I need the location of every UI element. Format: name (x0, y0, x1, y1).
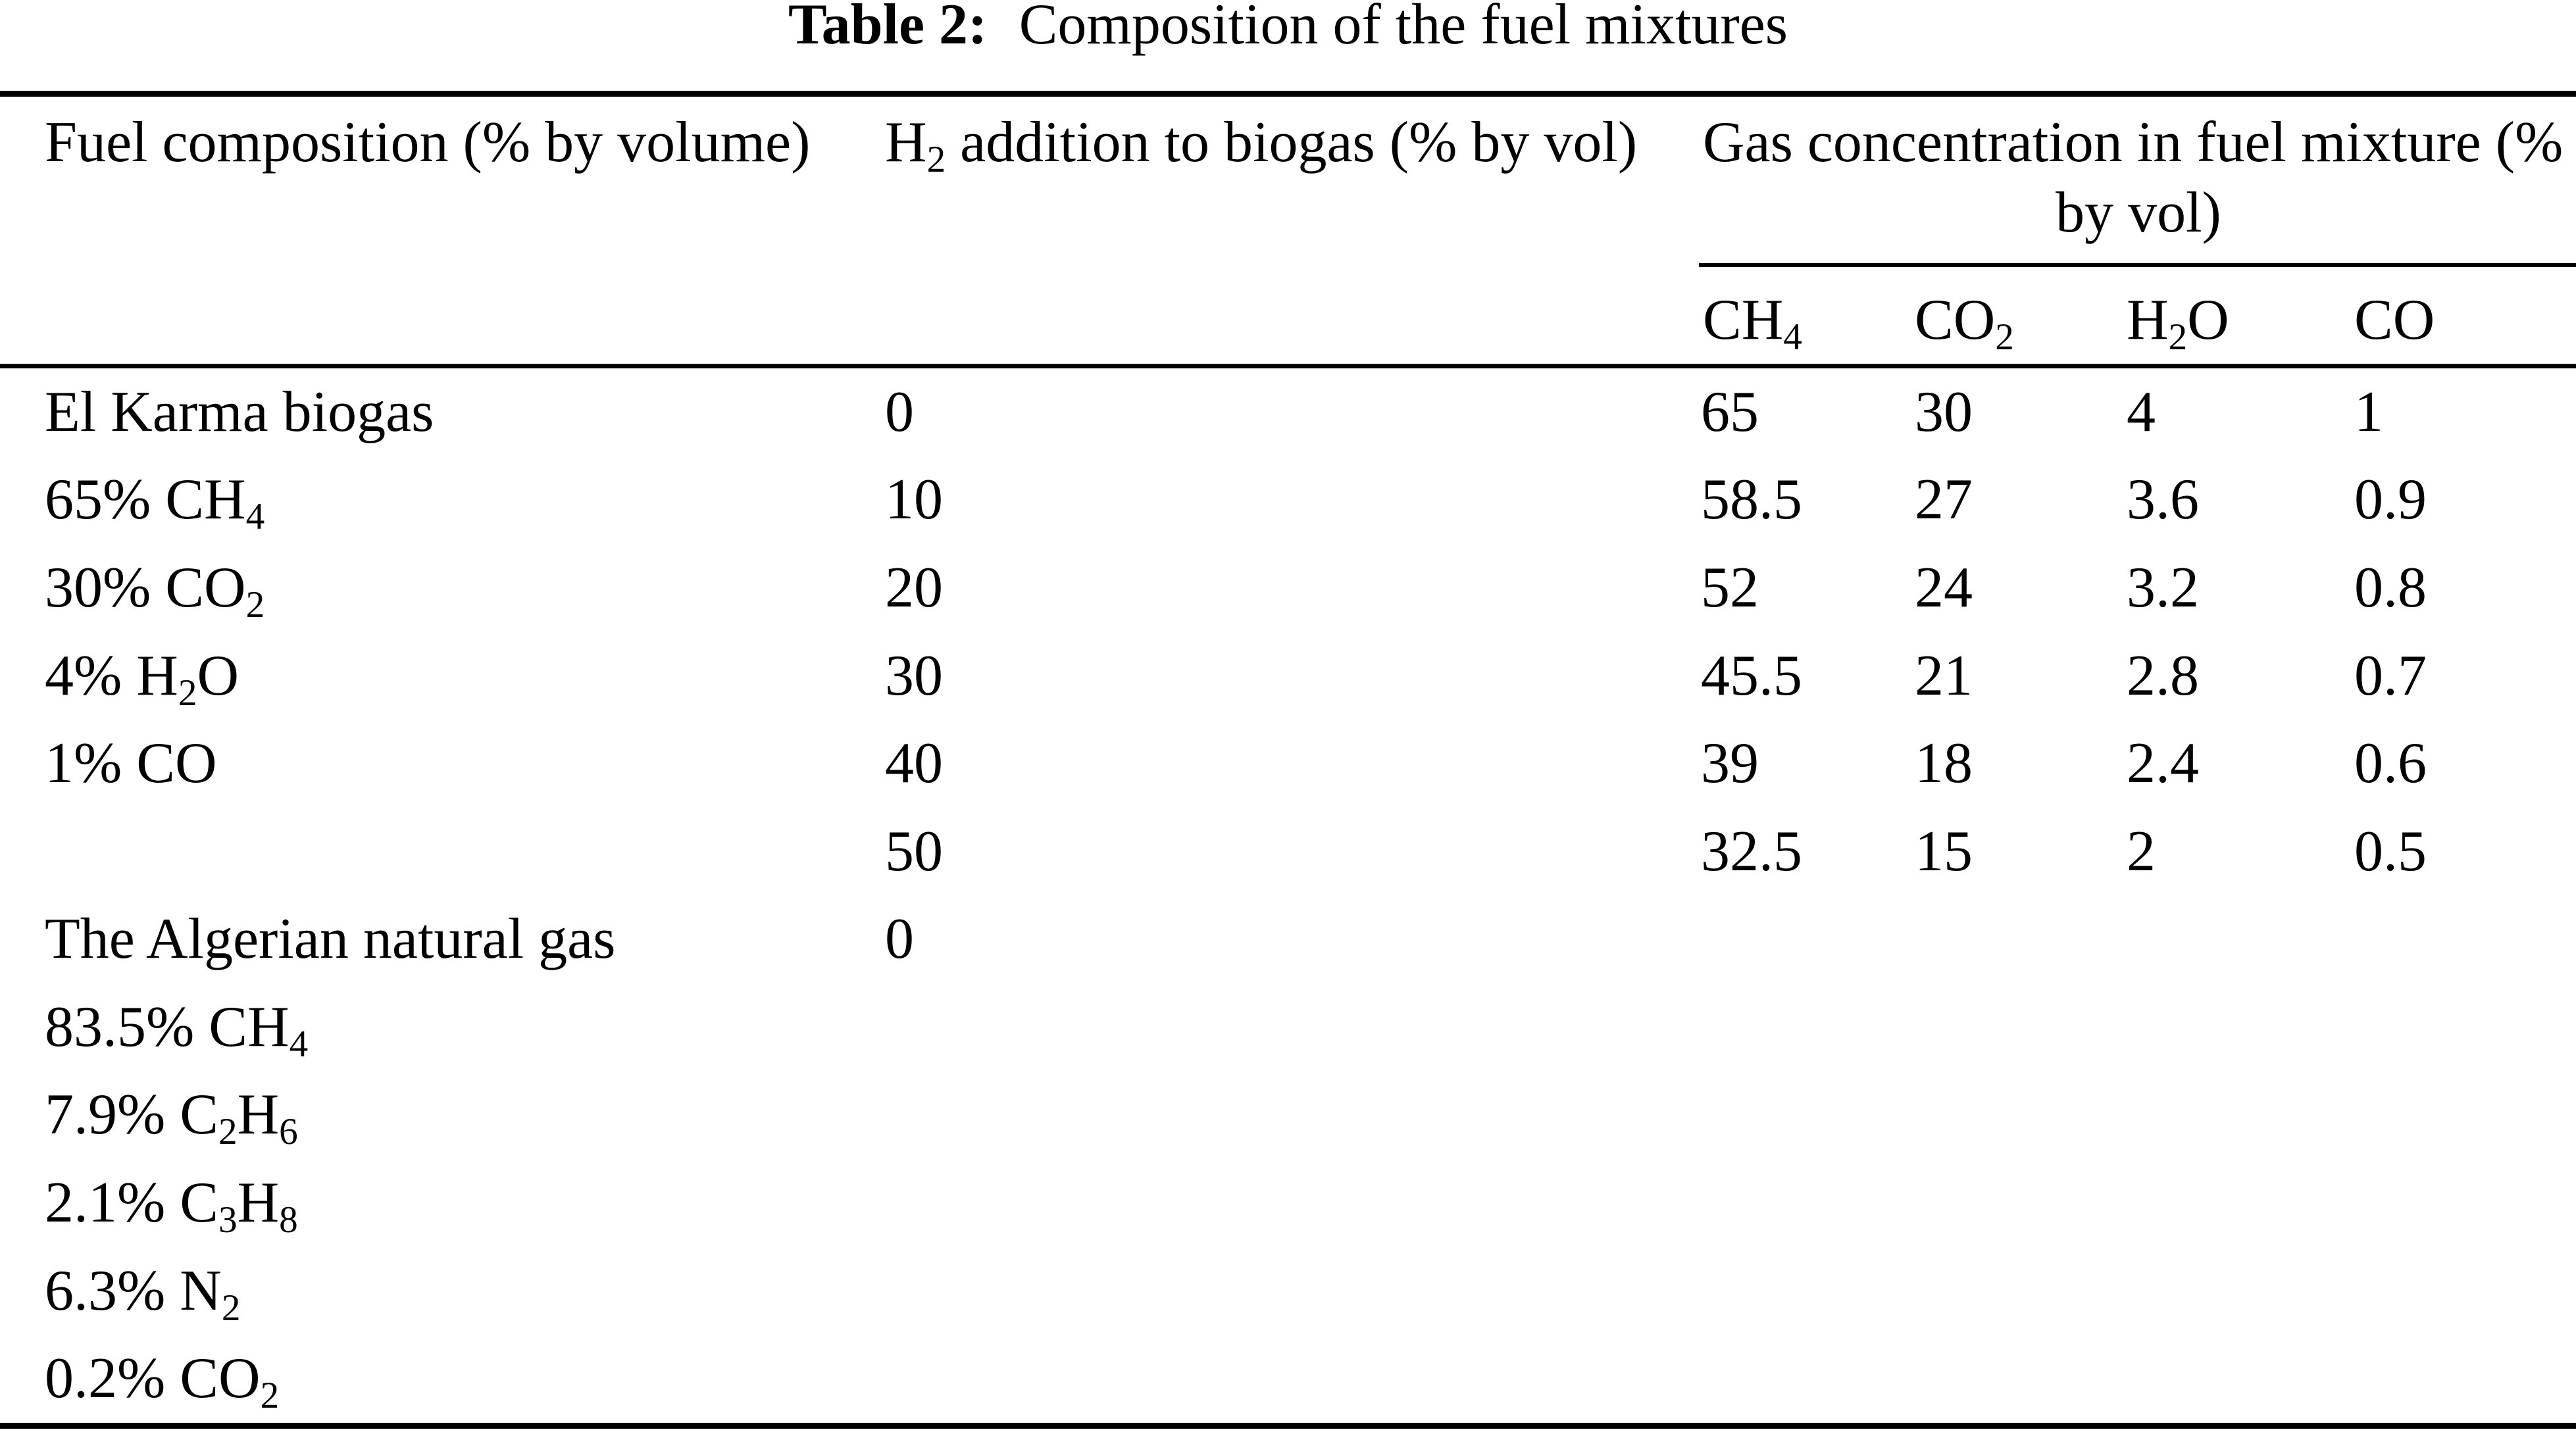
cell-h2-addition: 0 (885, 380, 914, 444)
cell-ch4: 65 (1701, 380, 1759, 444)
bottom-rule (0, 1423, 2576, 1429)
cell-h2-addition: 0 (885, 907, 914, 972)
cell-h2o: 3.2 (2127, 555, 2199, 620)
cell-h2-addition: 40 (885, 731, 943, 796)
cell-h2-addition: 10 (885, 468, 943, 532)
column-header-h2-addition: H2 addition to biogas (% by vol) (885, 111, 1638, 181)
cell-fuel: 4% H2O (45, 643, 240, 714)
cell-co2: 15 (1915, 819, 1973, 883)
cell-co2: 21 (1915, 643, 1973, 708)
cell-h2o: 2 (2127, 819, 2156, 883)
cell-h2-addition: 50 (885, 819, 943, 883)
cell-co: 0.6 (2354, 731, 2427, 796)
table-body: El Karma biogas 0 65 30 4 1 65% CH4 10 5… (0, 368, 2576, 1423)
cell-h2-addition: 20 (885, 555, 943, 620)
cell-ch4: 58.5 (1701, 468, 1802, 532)
caption-label: Table 2: (788, 0, 988, 57)
cell-co2: 30 (1915, 380, 1973, 444)
column-header-gas-concentration-line2: by vol) (2056, 181, 2221, 245)
subcolumn-header-h2o: H2O (2127, 288, 2229, 358)
cell-ch4: 45.5 (1701, 643, 1802, 708)
subcolumn-header-ch4: CH4 (1703, 288, 1802, 358)
caption-text: Composition of the fuel mixtures (1019, 0, 1788, 57)
cell-h2-addition: 30 (885, 643, 943, 708)
cell-co: 0.9 (2354, 468, 2427, 532)
subcolumn-header-co: CO (2354, 288, 2435, 352)
cell-fuel: 6.3% N2 (45, 1258, 241, 1329)
cell-ch4: 39 (1701, 731, 1759, 796)
column-header-fuel-composition: Fuel composition (% by volume) (45, 111, 811, 174)
top-rule (0, 91, 2576, 97)
cell-co: 0.7 (2354, 643, 2427, 708)
cell-ch4: 52 (1701, 555, 1759, 620)
cell-h2o: 4 (2127, 380, 2156, 444)
group-header-rule (1699, 263, 2576, 267)
cell-h2o: 2.8 (2127, 643, 2199, 708)
cell-co2: 27 (1915, 468, 1973, 532)
header-rule (0, 364, 2576, 368)
cell-fuel: 83.5% CH4 (45, 995, 309, 1065)
column-header-gas-concentration-line1: Gas concentration in fuel mixture (% (1703, 111, 2563, 174)
cell-fuel: The Algerian natural gas (45, 907, 616, 972)
cell-fuel: 0.2% CO2 (45, 1347, 280, 1417)
cell-fuel: 7.9% C2H6 (45, 1083, 298, 1153)
cell-h2o: 2.4 (2127, 731, 2199, 796)
cell-co: 0.5 (2354, 819, 2427, 883)
subcolumn-header-co2: CO2 (1915, 288, 2014, 358)
cell-fuel: El Karma biogas (45, 380, 434, 444)
cell-fuel: 30% CO2 (45, 555, 265, 626)
cell-ch4: 32.5 (1701, 819, 1802, 883)
cell-co: 0.8 (2354, 555, 2427, 620)
cell-fuel: 2.1% C3H8 (45, 1170, 298, 1241)
cell-fuel: 1% CO (45, 731, 217, 796)
cell-co2: 18 (1915, 731, 1973, 796)
cell-co2: 24 (1915, 555, 1973, 620)
cell-co: 1 (2354, 380, 2383, 444)
table-caption: Table 2: Composition of the fuel mixtures (0, 0, 2576, 54)
cell-fuel: 65% CH4 (45, 468, 265, 538)
cell-h2o: 3.6 (2127, 468, 2199, 532)
